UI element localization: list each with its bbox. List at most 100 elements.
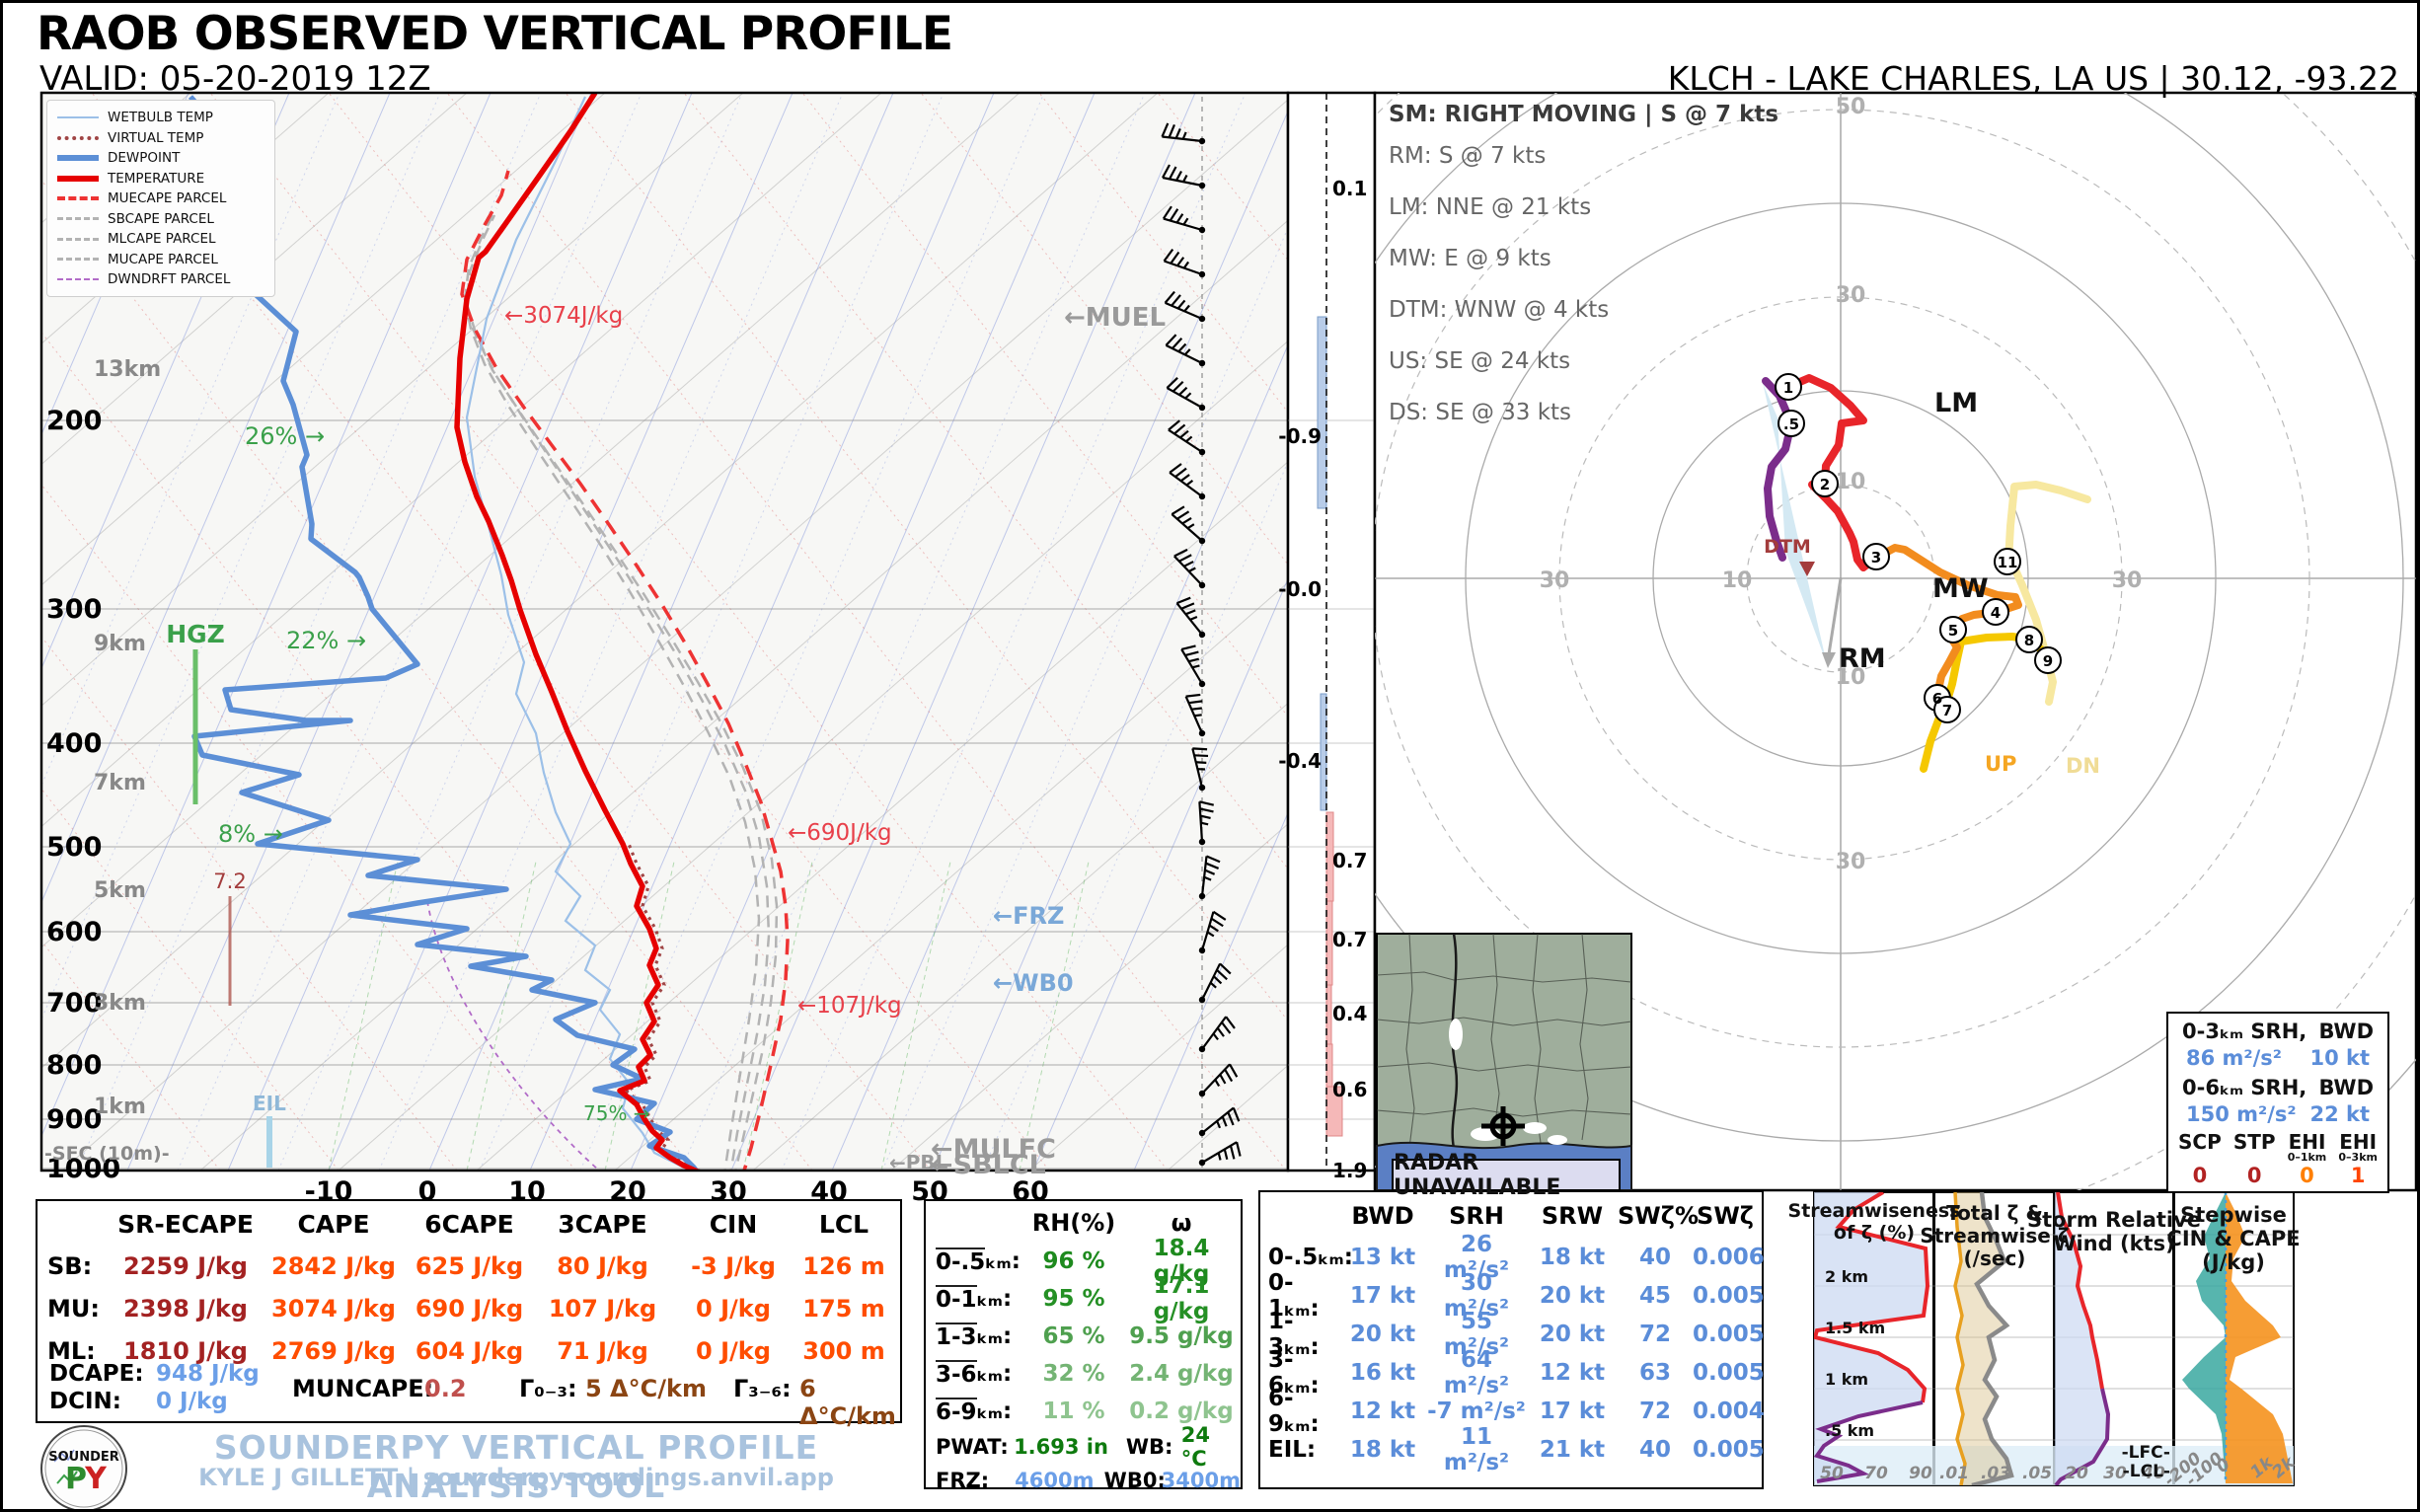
svg-text:.5 km: .5 km — [1825, 1421, 1874, 1440]
svg-text:10: 10 — [1722, 568, 1753, 593]
sb-cape: 2842 J/kg — [271, 1251, 396, 1280]
height-label: 3km — [94, 991, 146, 1016]
svg-text:90: 90 — [1909, 1464, 1932, 1483]
pbl-label: ←PBL — [889, 1151, 948, 1174]
pressure-label: 1000 — [46, 1154, 120, 1184]
srw-value: 20 kt — [1539, 1282, 1606, 1309]
swz-value: 0.004 — [1693, 1398, 1765, 1424]
col-header: SWζ% — [1618, 1202, 1699, 1230]
frz-height-value: 4600m — [1015, 1469, 1095, 1492]
virtual-temp-line-icon — [57, 135, 99, 140]
stepwise-cin-area — [2182, 1192, 2226, 1483]
mw-label: MW — [1932, 573, 1989, 604]
hodograph-rings — [1375, 93, 2416, 1190]
cape-6km-annotation: ←690J/kg — [788, 820, 892, 846]
col-header: 3CAPE — [558, 1210, 647, 1239]
dtm-line: DTM: WNW @ 4 kts — [1389, 297, 1610, 323]
thermodynamics-table: SR-ECAPE CAPE 6CAPE 3CAPE CIN LCL SB: 22… — [36, 1199, 902, 1430]
omega-up-bar — [1317, 316, 1327, 509]
sounderpy-logo: SOUNDER P Y — [40, 1425, 127, 1509]
svg-text:-0.0: -0.0 — [1278, 577, 1322, 601]
svg-text:0.6: 0.6 — [1332, 1078, 1367, 1101]
dcape-value-label: 7.2 — [213, 869, 246, 893]
rh-value: 96 % — [1042, 1248, 1105, 1274]
col-header: SWζ — [1697, 1202, 1754, 1230]
mixing-ratio-value: 17.1 g/kg — [1153, 1273, 1210, 1324]
valid-time: VALID: 05-20-2019 12Z — [39, 59, 431, 99]
svg-text:Streamwiseness: Streamwiseness — [1788, 1200, 1961, 1222]
rh-annotation: 26% → — [245, 422, 325, 450]
svg-text:Storm Relative: Storm Relative — [2027, 1208, 2201, 1232]
legend-item: MLCAPE PARCEL — [57, 229, 266, 250]
srh-value: 64 m²/s² — [1443, 1346, 1510, 1399]
legend-item: DEWPOINT — [57, 148, 266, 169]
svg-text:2 km: 2 km — [1825, 1267, 1868, 1286]
swzpct-value: 40 — [1638, 1244, 1671, 1270]
streamwiseness-line-purple — [1814, 1400, 1924, 1483]
logo-sounder-text: SOUNDER — [48, 1450, 119, 1465]
srh-0-3-value: 86 m²/s² — [2186, 1046, 2282, 1070]
dcin-label: DCIN: — [49, 1389, 121, 1414]
rh-annotation: 75% → — [583, 1101, 650, 1125]
srwind-line-red — [2056, 1192, 2104, 1390]
svg-text:(J/kg): (J/kg) — [2202, 1250, 2265, 1274]
dn-label: DN — [2066, 754, 2100, 778]
pressure-label: 600 — [46, 917, 102, 947]
col-header: 6CAPE — [424, 1210, 514, 1239]
mini-panel-ylabels: 2 km 1.5 km 1 km .5 km — [1825, 1267, 1885, 1440]
legend-item: TEMPERATURE — [57, 169, 266, 189]
svg-text:4: 4 — [1991, 604, 2001, 622]
mu-srecape: 2398 J/kg — [123, 1294, 248, 1323]
swz-value: 0.005 — [1693, 1359, 1765, 1386]
svg-text:0.7: 0.7 — [1332, 849, 1367, 872]
hgz-label: HGZ — [166, 620, 225, 648]
station-crosshair-icon — [1481, 1106, 1525, 1146]
row-label: SB: — [47, 1251, 93, 1280]
pressure-label: 200 — [46, 406, 102, 436]
stepwise-cape-area — [2226, 1192, 2293, 1483]
col-header: SRW — [1541, 1202, 1604, 1230]
bwd-value: 13 kt — [1349, 1244, 1416, 1270]
ds-line: DS: SE @ 33 kts — [1389, 400, 1572, 425]
sbcape-line-icon — [57, 217, 99, 221]
svg-text:-LFC-: -LFC- — [2122, 1443, 2170, 1463]
dtm-label: DTM — [1764, 536, 1811, 558]
svg-text:1.9: 1.9 — [1332, 1159, 1367, 1182]
cape-el-annotation: ←3074J/kg — [504, 303, 623, 329]
mixing-ratio-value: 18.4 g/kg — [1153, 1236, 1210, 1287]
height-label: 7km — [94, 771, 146, 795]
pressure-label: 500 — [46, 832, 102, 863]
bwd-0-6-value: 22 kt — [2309, 1102, 2370, 1126]
srwind-line-purple — [2054, 1388, 2111, 1485]
skewt-panel: 200 300 400 500 600 700 800 900 1000 13k… — [39, 91, 1290, 1224]
pwat-value: 1.693 in — [1014, 1435, 1108, 1459]
svg-text:6: 6 — [1932, 690, 1942, 708]
srwind-fill — [2055, 1192, 2108, 1485]
svg-text:.05: .05 — [2022, 1464, 2052, 1483]
svg-text:7: 7 — [1942, 702, 1952, 719]
mini-panels: Streamwiseness of ζ (%) Total ζ & Stream… — [1788, 1191, 2301, 1491]
col-header: BWD — [1351, 1202, 1414, 1230]
muncape-label: MUNCAPE: — [292, 1375, 434, 1402]
mixing-ratio-value: 9.5 g/kg — [1129, 1323, 1234, 1349]
ml-3cape: 71 J/kg — [557, 1336, 648, 1365]
svg-text:9: 9 — [2043, 652, 2053, 670]
total-vorticity-line — [1971, 1192, 2014, 1485]
ml-srecape: 1810 J/kg — [123, 1336, 248, 1365]
srh-value: 11 m²/s² — [1443, 1423, 1510, 1475]
up-label: UP — [1985, 752, 2016, 776]
lm-label: LM — [1934, 388, 1978, 418]
col-header: SR-ECAPE — [117, 1210, 254, 1239]
swzpct-value: 72 — [1638, 1321, 1671, 1347]
svg-text:-0.9: -0.9 — [1278, 424, 1322, 448]
col-header: LCL — [818, 1210, 870, 1239]
dcape-label: DCAPE: — [49, 1361, 144, 1387]
omega-values: 0.1 -0.9 -0.0 -0.4 0.7 0.7 0.4 0.6 1.9 — [1278, 177, 1367, 1182]
svg-text:10: 10 — [1836, 470, 1866, 494]
rm-line: RM: S @ 7 kts — [1389, 143, 1547, 169]
height-label: 9km — [94, 632, 146, 656]
cape-3km-annotation: ←107J/kg — [797, 993, 902, 1019]
